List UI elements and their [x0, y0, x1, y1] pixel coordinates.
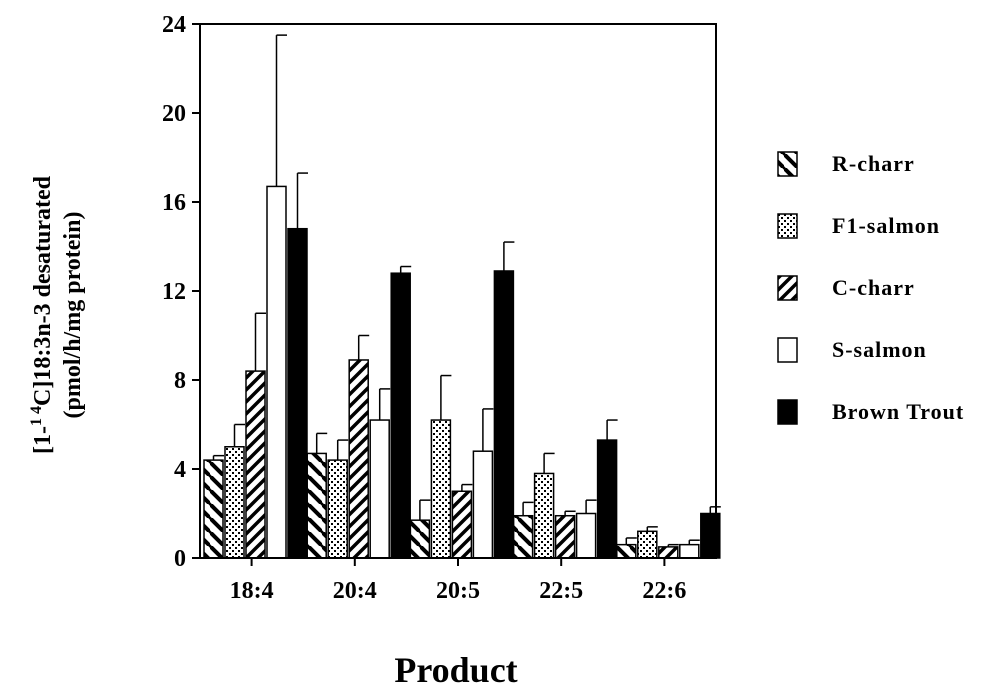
x-axis-title: Product	[394, 650, 517, 688]
legend: R-charr F1-salmon C-charr S-salmon Brown Tro…	[777, 151, 964, 425]
legend-label: R-charr	[832, 151, 915, 176]
legend-swatch	[777, 213, 798, 239]
bar-c-charr-22-6	[658, 546, 679, 559]
legend-item-s-salmon: S-salmon	[777, 337, 927, 363]
bar-f1-salmon-22-6	[637, 530, 658, 559]
error-bar-f1-salmon-22-6	[646, 526, 658, 532]
bar-c-charr-22-5	[554, 514, 576, 559]
error-bar-c-charr-20-5	[461, 483, 473, 492]
bar-brown-trout-20-4	[390, 272, 411, 559]
error-bar-brown-trout-20-4	[399, 265, 412, 274]
x-tick-label: 20:4	[333, 578, 377, 604]
bar-f1-salmon-20-5	[430, 419, 452, 559]
error-bar-c-charr-20-4	[357, 334, 370, 360]
legend-item-f1-salmon: F1-salmon	[777, 213, 940, 239]
x-tick-label: 18:4	[230, 578, 274, 604]
error-bar-s-salmon-20-5	[482, 408, 494, 452]
y-axis-title-pre: [1-	[30, 426, 56, 454]
legend-item-brown-trout: Brown Trout	[777, 399, 964, 425]
svg-text:[1-1 4C]18:3n-3 desaturated: [1-1 4C]18:3n-3 desaturated	[28, 175, 56, 454]
bar-brown-trout-18-4	[287, 227, 308, 559]
bar-r-charr-18-4	[203, 459, 224, 559]
error-bar-f1-salmon-20-5	[440, 374, 452, 421]
legend-label: F1-salmon	[832, 213, 940, 238]
bar-r-charr-22-6	[616, 543, 637, 559]
bar-r-charr-20-5	[409, 519, 431, 559]
bar-c-charr-20-4	[348, 359, 369, 559]
error-bar-r-charr-22-5	[522, 501, 534, 516]
error-bar-s-salmon-22-6	[688, 539, 700, 545]
bar-c-charr-20-5	[451, 490, 473, 559]
bar-f1-salmon-20-4	[327, 459, 348, 559]
y-axis-title-sup: 1 4	[28, 406, 45, 426]
error-bar-s-salmon-22-5	[585, 499, 597, 514]
legend-item-c-charr: C-charr	[777, 275, 915, 301]
bar-s-salmon-20-5	[472, 450, 494, 559]
error-bar-c-charr-22-5	[564, 510, 576, 516]
error-bar-brown-trout-20-5	[503, 241, 515, 271]
y-tick-label: 4	[174, 457, 186, 483]
legend-label: C-charr	[832, 275, 915, 300]
legend-swatch	[777, 337, 798, 363]
x-tick-label: 22:5	[539, 578, 583, 604]
error-bar-brown-trout-22-5	[606, 419, 618, 441]
y-tick-label: 16	[162, 190, 186, 216]
bar-s-salmon-20-4	[369, 419, 390, 559]
bar-s-salmon-22-5	[575, 512, 597, 559]
x-tick-label: 20:5	[436, 578, 480, 604]
y-tick-label: 12	[162, 279, 186, 305]
error-bar-r-charr-20-4	[315, 432, 328, 454]
y-tick-label: 24	[162, 12, 186, 38]
plot-area	[203, 34, 721, 559]
axes: 0 4 8 12 16 20 24 18:4 20:4 20:5 22:5 22:6	[162, 12, 717, 604]
y-axis-title-line2: (pmol/h/mg protein)	[60, 212, 86, 419]
y-axis-title: [1-1 4C]18:3n-3 desaturated (pmol/h/mg p…	[28, 175, 86, 454]
bar-brown-trout-22-5	[596, 439, 618, 559]
error-bar-c-charr-22-6	[667, 543, 679, 547]
error-bar-r-charr-20-5	[419, 499, 431, 521]
x-tick-label: 22:6	[642, 578, 686, 604]
bar-s-salmon-22-6	[679, 543, 700, 559]
bar-brown-trout-20-5	[493, 270, 515, 559]
y-tick-label: 0	[174, 546, 186, 572]
error-bar-f1-salmon-18-4	[233, 423, 245, 447]
y-tick-label: 8	[174, 368, 186, 394]
bar-r-charr-22-5	[512, 514, 534, 559]
legend-label: Brown Trout	[832, 399, 964, 424]
legend-swatch	[777, 151, 798, 177]
error-bar-brown-trout-18-4	[296, 172, 308, 229]
bar-c-charr-18-4	[245, 370, 266, 559]
bar-r-charr-20-4	[306, 452, 327, 559]
bar-f1-salmon-18-4	[224, 446, 245, 559]
bar-s-salmon-18-4	[266, 185, 287, 559]
bar-f1-salmon-22-5	[533, 472, 555, 559]
error-bar-r-charr-18-4	[212, 454, 224, 461]
legend-swatch	[777, 275, 798, 301]
error-bar-s-salmon-20-4	[378, 388, 391, 421]
legend-item-r-charr: R-charr	[777, 151, 915, 177]
error-bar-c-charr-18-4	[254, 312, 266, 372]
error-bar-f1-salmon-20-4	[336, 439, 349, 461]
error-bar-s-salmon-18-4	[275, 34, 287, 187]
y-tick-label: 20	[162, 101, 186, 127]
legend-swatch	[777, 399, 798, 425]
legend-label: S-salmon	[832, 337, 927, 362]
error-bar-r-charr-22-6	[625, 537, 637, 545]
error-bar-f1-salmon-22-5	[543, 452, 555, 474]
y-axis-title-post: C]18:3n-3 desaturated	[30, 175, 56, 406]
